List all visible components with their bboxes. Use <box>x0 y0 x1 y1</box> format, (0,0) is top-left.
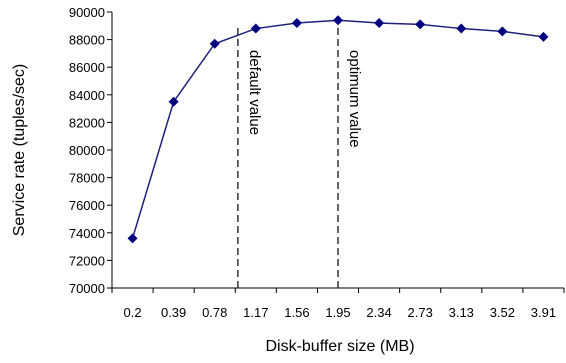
data-point-marker <box>415 19 426 30</box>
y-tick-label: 78000 <box>69 171 105 186</box>
x-tick-label: 3.52 <box>490 305 515 320</box>
y-axis-title: Service rate (tuples/sec) <box>11 64 28 237</box>
data-point-marker <box>291 18 302 29</box>
x-tick-label: 1.95 <box>325 305 350 320</box>
y-tick-label: 86000 <box>69 60 105 75</box>
y-tick-label: 70000 <box>69 281 105 296</box>
y-tick-label: 82000 <box>69 115 105 130</box>
x-axis-title: Disk-buffer size (MB) <box>265 338 414 355</box>
data-point-marker <box>127 233 138 244</box>
x-axis-ticks: 0.2 0.39 0.78 1.17 1.56 1.95 2.34 2.73 3.13 3.52 3… <box>111 288 565 320</box>
y-tick-label: 84000 <box>69 88 105 103</box>
annotation-label: default value <box>246 50 263 135</box>
x-tick-label: 2.73 <box>408 305 433 320</box>
data-point-marker <box>209 38 220 49</box>
x-tick-label: 3.91 <box>531 305 556 320</box>
data-point-marker <box>538 31 549 42</box>
y-tick-label: 72000 <box>69 253 105 268</box>
x-tick-label: 0.39 <box>161 305 186 320</box>
data-point-marker <box>333 15 343 26</box>
x-tick-label: 1.56 <box>284 305 309 320</box>
series-points <box>127 15 549 244</box>
y-tick-label: 90000 <box>69 5 105 20</box>
x-tick-label: 0.2 <box>124 305 142 320</box>
x-tick-label: 3.13 <box>449 305 474 320</box>
data-point-marker <box>497 26 508 37</box>
y-tick-label: 74000 <box>69 226 105 241</box>
y-tick-label: 88000 <box>69 33 105 48</box>
y-tick-label: 76000 <box>69 198 105 213</box>
y-axis-ticks: 70000 72000 74000 76000 78000 80000 82000 84000… <box>69 5 112 296</box>
y-tick-label: 80000 <box>69 143 105 158</box>
data-point-marker <box>456 23 467 34</box>
reference-lines: default value optimum value <box>237 28 363 288</box>
x-tick-label: 2.34 <box>366 305 391 320</box>
x-tick-label: 0.78 <box>202 305 227 320</box>
data-point-marker <box>168 96 179 107</box>
data-point-marker <box>250 23 261 34</box>
annotation-label: optimum value <box>346 50 363 148</box>
data-point-marker <box>374 18 385 29</box>
x-tick-label: 1.17 <box>243 305 268 320</box>
